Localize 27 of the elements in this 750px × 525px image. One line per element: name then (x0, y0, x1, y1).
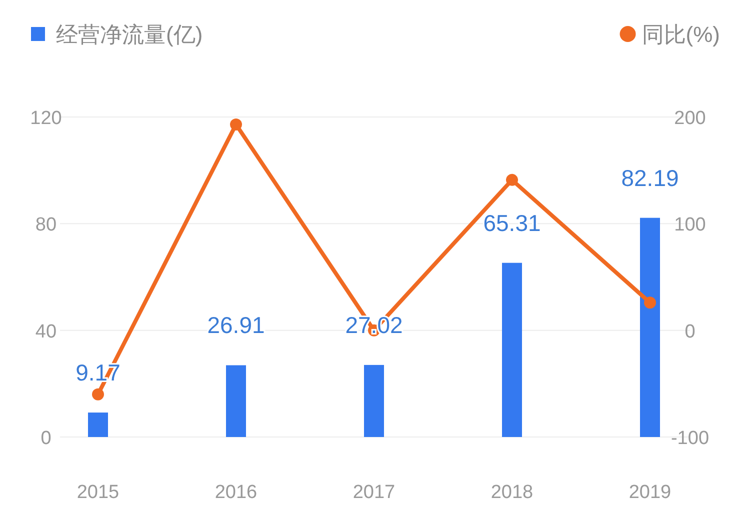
y2-tick-label: -100 (670, 428, 710, 449)
bar (640, 218, 660, 437)
x-tick-label: 2019 (628, 482, 672, 503)
bar (502, 262, 522, 437)
bar (226, 365, 246, 437)
x-tick-label: 2015 (76, 482, 120, 503)
y2-tick-label: 0 (684, 321, 696, 342)
y-tick-label: 0 (40, 428, 52, 449)
legend-label: 经营净流量(亿) (56, 22, 203, 47)
data-label: 26.91 (207, 312, 265, 338)
data-label: 65.31 (483, 210, 541, 236)
y-tick-label: 40 (35, 321, 57, 342)
y-tick-label: 120 (30, 108, 62, 129)
y-tick-label: 80 (35, 214, 57, 236)
data-label: 82.19 (621, 164, 679, 191)
y2-tick-label: 100 (674, 214, 706, 236)
y2-tick-label: 200 (674, 108, 706, 129)
bar (88, 412, 108, 437)
point (230, 118, 242, 130)
point (644, 296, 656, 309)
x-tick-label: 2016 (214, 482, 258, 503)
point (506, 174, 518, 186)
bar (364, 364, 384, 437)
x-tick-label: 2018 (490, 482, 534, 503)
x-tick-label: 2017 (352, 482, 396, 503)
legend-label: 同比(%) (642, 22, 720, 47)
point (92, 388, 104, 400)
